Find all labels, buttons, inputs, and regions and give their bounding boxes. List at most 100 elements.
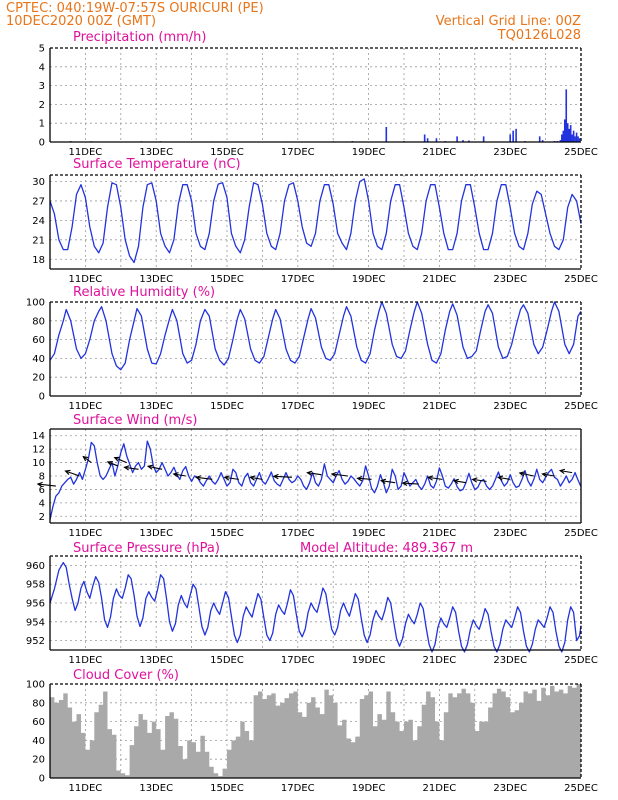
x-tick-label: 17DEC <box>281 528 315 539</box>
x-tick-label: 23DEC <box>493 655 527 666</box>
precip-bar <box>559 140 562 142</box>
panel-rh: 0 20 40 60 80 100 11DEC 13DEC 15DEC 17DEC 19DEC 21D… <box>26 298 598 413</box>
y-tick-label: 60 <box>32 335 45 346</box>
precip-bar <box>515 128 517 142</box>
panel-cloud: 0 20 40 60 80 100 11DEC 13DEC 15DEC 17DEC 19DEC 21D… <box>26 680 598 795</box>
x-tick-label: 25DEC <box>564 783 598 794</box>
wind-vector <box>272 473 292 480</box>
precip-bar <box>566 123 569 142</box>
wind-vector <box>249 475 263 481</box>
x-tick-label: 23DEC <box>493 528 527 539</box>
x-tick-label: 11DEC <box>69 783 103 794</box>
wind-vector <box>452 478 467 485</box>
x-tick-label: 25DEC <box>564 401 598 412</box>
precip-bar <box>385 126 388 142</box>
precip-bar <box>574 136 576 142</box>
panel-title-temp: Surface Temperature (nC) <box>73 157 241 172</box>
wind-series-line <box>49 440 582 520</box>
x-tick-label: 13DEC <box>139 274 173 285</box>
x-tick-label: 11DEC <box>69 655 103 666</box>
wind-vector <box>106 461 119 467</box>
y-tick-label: 12 <box>32 445 45 456</box>
wind-vector <box>64 469 80 477</box>
x-tick-label: 15DEC <box>210 783 244 794</box>
y-tick-label: 40 <box>32 354 45 365</box>
precip-bar <box>509 134 511 142</box>
x-tick-label: 23DEC <box>493 274 527 285</box>
header-run-date: 10DEC2020 00Z (GMT) <box>6 14 156 29</box>
rh-series-line <box>49 301 582 371</box>
y-tick-label: 40 <box>32 736 45 747</box>
precip-bar <box>569 125 572 142</box>
precip-bar <box>562 130 565 142</box>
precip-bar <box>561 134 563 142</box>
x-tick-label: 13DEC <box>139 401 173 412</box>
wind-vector <box>330 471 349 478</box>
y-tick-label: 10 <box>32 458 45 469</box>
x-tick-label: 25DEC <box>564 274 598 285</box>
precip-bar <box>435 138 438 142</box>
precip-bar <box>538 136 541 142</box>
pres-series-line <box>49 561 582 653</box>
wind-vector <box>172 472 186 478</box>
y-tick-label: 100 <box>26 298 45 309</box>
header-grid-note: Vertical Grid Line: 00Z <box>436 14 581 29</box>
panel-title-cloud: Cloud Cover (%) <box>73 668 179 683</box>
panel-temp: 18 21 24 27 30 11DEC 13DEC 15DEC 17DEC 19DEC 21DEC… <box>32 174 598 285</box>
x-tick-label: 21DEC <box>423 655 457 666</box>
panel-precip: 0 1 2 3 4 5 11DEC 13DEC 15DEC 17DEC 19DEC 21DEC 23DE… <box>39 44 598 159</box>
y-tick-label: 5 <box>39 44 45 55</box>
x-tick-label: 17DEC <box>281 655 315 666</box>
precip-bar <box>468 140 470 142</box>
model-altitude-annotation: Model Altitude: 489.367 m <box>300 541 473 556</box>
x-tick-label: 11DEC <box>69 274 103 285</box>
y-tick-label: 3 <box>39 81 45 92</box>
precip-bar <box>577 136 579 142</box>
x-tick-label: 23DEC <box>493 147 527 158</box>
x-tick-label: 15DEC <box>210 401 244 412</box>
x-tick-label: 21DEC <box>423 147 457 158</box>
x-tick-label: 11DEC <box>69 147 103 158</box>
wind-vector <box>113 456 127 464</box>
panel-title-rh: Relative Humidity (%) <box>73 285 215 300</box>
x-tick-label: 19DEC <box>352 401 386 412</box>
wind-vector <box>496 475 511 481</box>
y-tick-label: 4 <box>39 62 45 73</box>
x-tick-label: 13DEC <box>139 528 173 539</box>
y-tick-label: 4 <box>39 498 45 509</box>
precip-bar <box>571 134 573 142</box>
x-tick-label: 19DEC <box>352 147 386 158</box>
precip-bar <box>512 130 514 142</box>
x-tick-label: 21DEC <box>423 528 457 539</box>
precip-bar <box>426 138 429 142</box>
x-tick-label: 25DEC <box>564 528 598 539</box>
panel-wind: 2 4 6 8 10 12 14 11DEC 13DEC 15DEC 17DEC 19DEC 21DEC… <box>32 428 598 539</box>
x-tick-label: 17DEC <box>281 401 315 412</box>
precip-bar <box>482 136 485 142</box>
y-tick-label: 20 <box>32 755 45 766</box>
y-tick-label: 80 <box>32 698 45 709</box>
x-tick-label: 19DEC <box>352 655 386 666</box>
x-tick-label: 13DEC <box>139 147 173 158</box>
wind-vector <box>356 475 372 482</box>
wind-vector <box>123 465 139 471</box>
wind-vector <box>146 464 163 470</box>
x-tick-label: 23DEC <box>493 783 527 794</box>
panel-pres: 952 954 956 958 960 11DEC 13DEC 15DEC 17DEC 19DEC… <box>26 555 598 666</box>
x-tick-label: 25DEC <box>564 655 598 666</box>
y-tick-label: 1 <box>39 119 45 130</box>
precip-bar <box>575 132 578 142</box>
x-tick-label: 13DEC <box>139 783 173 794</box>
precip-bar <box>568 128 570 142</box>
cloud-cover-area <box>50 684 581 778</box>
header-model-id: TQ0126L028 <box>497 28 581 43</box>
y-tick-label: 8 <box>39 472 45 483</box>
wind-vector <box>401 480 419 486</box>
y-tick-label: 14 <box>32 431 45 442</box>
x-tick-label: 25DEC <box>564 147 598 158</box>
y-tick-label: 952 <box>26 636 45 647</box>
wind-vector <box>558 468 573 474</box>
panel-title-wind: Surface Wind (m/s) <box>73 413 197 428</box>
x-tick-label: 23DEC <box>493 401 527 412</box>
